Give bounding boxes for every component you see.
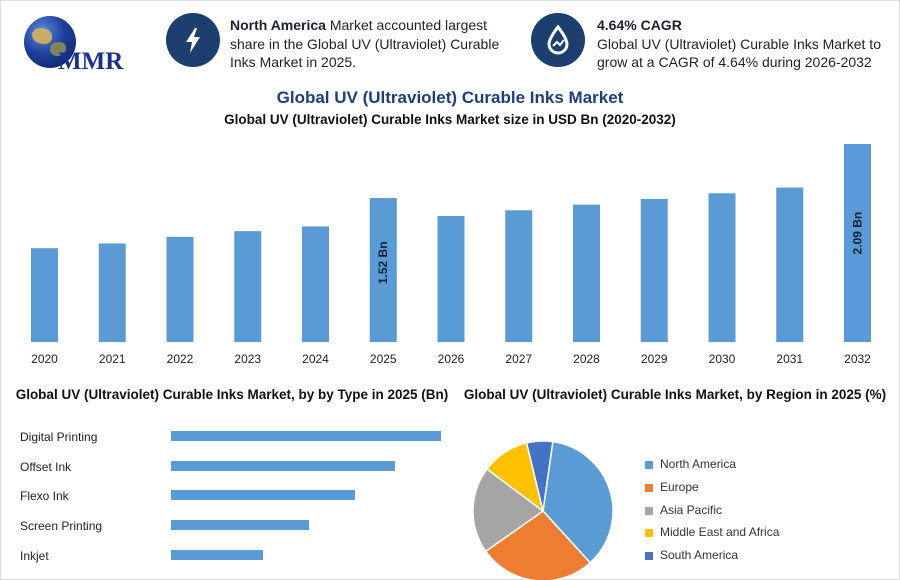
globe-icon bbox=[24, 16, 76, 68]
type-bar-offset-ink bbox=[171, 460, 396, 471]
bar-2023 bbox=[234, 231, 262, 342]
chart-title: Global UV (Ultraviolet) Curable Inks Mar… bbox=[276, 88, 624, 107]
lightning-icon bbox=[166, 13, 220, 67]
info-card-1-bold: North America bbox=[230, 17, 326, 33]
data-label-2032: 2.09 Bn bbox=[851, 212, 865, 255]
bar-2029 bbox=[640, 198, 668, 342]
legend-swatch bbox=[645, 529, 653, 538]
type-label-digital-printing: Digital Printing bbox=[20, 430, 98, 444]
info-card-2-bold: 4.64% CAGR bbox=[597, 17, 682, 33]
region-chart-title: Global UV (Ultraviolet) Curable Inks Mar… bbox=[463, 387, 887, 402]
chart-subtitle: Global UV (Ultraviolet) Curable Inks Mar… bbox=[224, 112, 676, 127]
bar-2032 bbox=[844, 144, 871, 342]
x-tick-2028: 2028 bbox=[573, 352, 600, 366]
x-tick-2026: 2026 bbox=[438, 352, 465, 366]
bar-2024 bbox=[302, 226, 329, 342]
type-label-offset-ink: Offset Ink bbox=[20, 459, 72, 474]
type-label-flexo-ink: Flexo Ink bbox=[20, 489, 69, 504]
type-label-screen-printing: Screen Printing bbox=[20, 519, 103, 534]
type-bar-flexo-ink bbox=[171, 490, 355, 501]
type-bar-inkjet bbox=[171, 549, 263, 560]
x-tick-2023: 2023 bbox=[234, 352, 261, 366]
bar-2031 bbox=[776, 187, 804, 342]
legend-label: South America bbox=[660, 548, 739, 563]
legend-swatch bbox=[645, 483, 653, 492]
legend-label: North America bbox=[660, 457, 737, 471]
info-card-1-text: Market accounted largest share in the Gl… bbox=[230, 17, 500, 70]
x-tick-2024: 2024 bbox=[302, 352, 329, 366]
legend-swatch bbox=[645, 506, 653, 515]
mmr-logo: MMR bbox=[14, 14, 138, 76]
type-bar-screen-printing bbox=[171, 520, 309, 531]
bar-2025 bbox=[369, 198, 397, 342]
x-tick-2031: 2031 bbox=[776, 352, 803, 366]
x-tick-2020: 2020 bbox=[31, 352, 58, 366]
legend-swatch bbox=[645, 461, 653, 469]
bar-2022 bbox=[166, 236, 194, 342]
type-chart-title: Global UV (Ultraviolet) Curable Inks Mar… bbox=[15, 387, 449, 402]
bar-2020 bbox=[31, 248, 58, 342]
x-tick-2021: 2021 bbox=[99, 352, 126, 366]
bar-2027 bbox=[505, 210, 533, 342]
x-tick-2027: 2027 bbox=[505, 352, 532, 366]
x-tick-2030: 2030 bbox=[709, 352, 736, 366]
x-tick-2029: 2029 bbox=[641, 352, 668, 366]
x-tick-2022: 2022 bbox=[167, 352, 194, 366]
type-bar-digital-printing bbox=[171, 431, 441, 441]
legend-label: Asia Pacific bbox=[660, 502, 723, 517]
data-label-2025: 1.52 Bn bbox=[376, 241, 390, 284]
type-label-inkjet: Inkjet bbox=[20, 548, 49, 563]
info-card-north-america: North America Market accounted largest s… bbox=[230, 16, 515, 72]
x-tick-2025: 2025 bbox=[370, 352, 397, 366]
x-tick-2032: 2032 bbox=[844, 352, 871, 366]
legend-label: Middle East and Africa bbox=[660, 525, 780, 540]
legend-swatch bbox=[645, 552, 653, 561]
growth-drop-icon bbox=[531, 13, 585, 67]
market-size-bar-chart: 2020 2021 2022 2023 2024 2025 1.52 Bn 2026 2027 2… bbox=[31, 144, 871, 366]
bar-2026 bbox=[437, 216, 465, 342]
logo-text: MMR bbox=[58, 48, 124, 75]
bar-2028 bbox=[573, 204, 600, 342]
bar-2021 bbox=[98, 243, 126, 342]
info-card-2-text: Global UV (Ultraviolet) Curable Inks Mar… bbox=[597, 35, 881, 71]
legend-label: Europe bbox=[660, 479, 699, 494]
bar-2030 bbox=[708, 193, 736, 342]
info-card-cagr: 4.64% CAGR Global UV (Ultraviolet) Curab… bbox=[597, 16, 887, 72]
